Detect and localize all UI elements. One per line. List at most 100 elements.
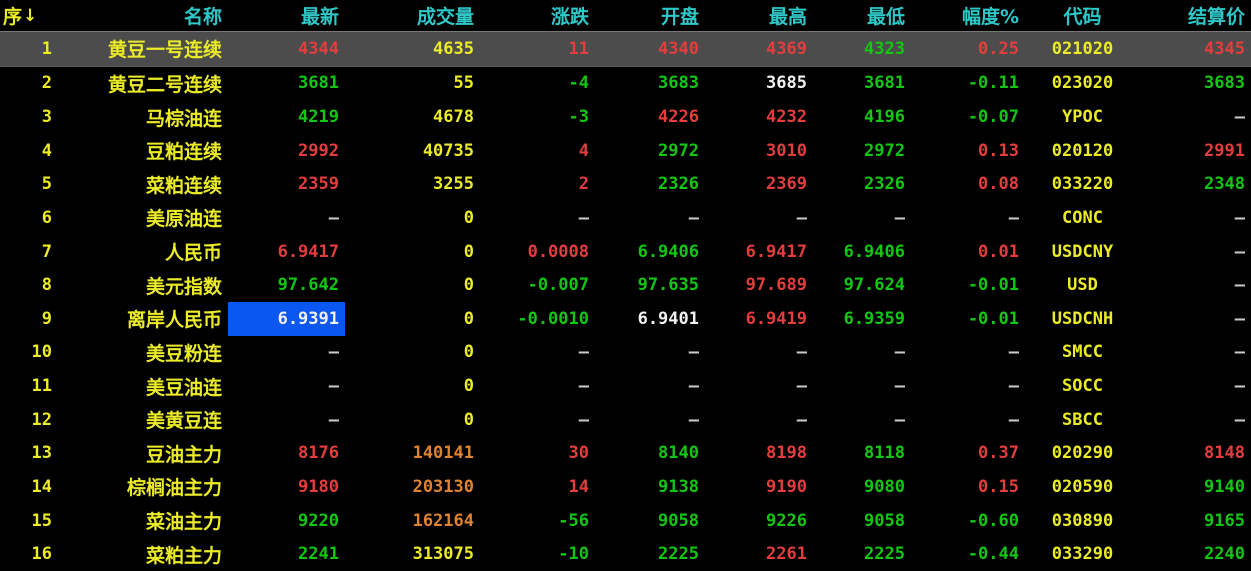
cell-low[interactable]: —: [894, 376, 905, 397]
cell-vol[interactable]: 0: [463, 376, 474, 397]
cell-settle[interactable]: —: [1234, 107, 1245, 128]
cell-settle[interactable]: 8148: [1204, 443, 1245, 464]
cell-code[interactable]: CONC: [1062, 207, 1103, 228]
col-header-high[interactable]: 最高: [705, 2, 813, 29]
cell-low[interactable]: 6.9359: [843, 308, 905, 329]
cell-high[interactable]: 6.9417: [745, 241, 807, 262]
cell-chg[interactable]: —: [578, 207, 589, 228]
cell-seq[interactable]: 13: [31, 443, 52, 464]
cell-settle[interactable]: 2991: [1204, 140, 1245, 161]
cell-amp[interactable]: -0.60: [967, 510, 1019, 531]
cell-high[interactable]: —: [796, 376, 807, 397]
cell-vol[interactable]: 0: [463, 308, 474, 329]
cell-settle[interactable]: 2240: [1204, 544, 1245, 565]
cell-amp[interactable]: 0.13: [978, 140, 1019, 161]
table-row[interactable]: 12 美黄豆连 — 0 — — — — — SBCC —: [0, 403, 1251, 437]
cell-chg[interactable]: —: [578, 376, 589, 397]
cell-high[interactable]: 6.9419: [745, 308, 807, 329]
col-header-name[interactable]: 名称: [58, 2, 228, 29]
cell-last[interactable]: —: [328, 409, 339, 430]
cell-amp[interactable]: —: [1008, 409, 1019, 430]
cell-seq[interactable]: 10: [31, 342, 52, 363]
cell-seq[interactable]: 16: [31, 544, 52, 565]
cell-open[interactable]: 8140: [658, 443, 699, 464]
cell-chg[interactable]: 4: [578, 140, 589, 161]
table-row[interactable]: 16 菜粕主力 2241 313075 -10 2225 2261 2225 -0.44 0332…: [0, 537, 1251, 571]
cell-chg[interactable]: 2: [578, 174, 589, 195]
cell-vol[interactable]: 140141: [412, 443, 474, 464]
cell-open[interactable]: 9058: [658, 510, 699, 531]
cell-chg[interactable]: 0.0008: [527, 241, 589, 262]
cell-name[interactable]: 马棕油连: [145, 107, 222, 130]
cell-seq[interactable]: 14: [31, 476, 52, 497]
cell-settle[interactable]: 3683: [1204, 73, 1245, 94]
cell-last[interactable]: —: [328, 207, 339, 228]
cell-code[interactable]: YPOC: [1062, 107, 1103, 128]
cell-seq[interactable]: 12: [31, 409, 52, 430]
cell-chg[interactable]: 11: [568, 38, 589, 59]
cell-open[interactable]: —: [688, 207, 699, 228]
cell-open[interactable]: 9138: [658, 476, 699, 497]
cell-chg[interactable]: -0.007: [527, 275, 589, 296]
cell-open[interactable]: 2326: [658, 174, 699, 195]
cell-chg[interactable]: -0.0010: [517, 308, 589, 329]
cell-vol[interactable]: 0: [463, 275, 474, 296]
cell-open[interactable]: 6.9406: [637, 241, 699, 262]
cell-low[interactable]: 9080: [864, 476, 905, 497]
cell-code[interactable]: SMCC: [1062, 342, 1103, 363]
cell-chg[interactable]: —: [578, 409, 589, 430]
cell-high[interactable]: 2369: [766, 174, 807, 195]
cell-settle[interactable]: 2348: [1204, 174, 1245, 195]
cell-high[interactable]: 2261: [766, 544, 807, 565]
col-header-amp[interactable]: 幅度%: [911, 2, 1025, 29]
cell-seq[interactable]: 1: [41, 38, 52, 59]
cell-vol[interactable]: 0: [463, 207, 474, 228]
cell-high[interactable]: 3685: [766, 73, 807, 94]
cell-vol[interactable]: 0: [463, 342, 474, 363]
cell-code[interactable]: SBCC: [1062, 409, 1103, 430]
cell-amp[interactable]: -0.01: [967, 275, 1019, 296]
cell-vol[interactable]: 3255: [433, 174, 474, 195]
cell-low[interactable]: —: [894, 409, 905, 430]
col-header-settle[interactable]: 结算价: [1140, 2, 1251, 29]
cell-name[interactable]: 菜粕主力: [145, 544, 222, 567]
cell-amp[interactable]: —: [1008, 207, 1019, 228]
table-row[interactable]: 2 黄豆二号连续 3681 55 -4 3683 3685 3681 -0.11 023020 36…: [0, 67, 1251, 101]
cell-settle[interactable]: 9140: [1204, 476, 1245, 497]
cell-low[interactable]: 3681: [864, 73, 905, 94]
cell-code[interactable]: USDCNY: [1051, 241, 1114, 262]
col-header-chg[interactable]: 涨跌: [480, 2, 595, 29]
cell-low[interactable]: 2972: [864, 140, 905, 161]
cell-vol[interactable]: 4635: [433, 38, 474, 59]
cell-seq[interactable]: 2: [41, 73, 52, 94]
cell-seq[interactable]: 8: [41, 275, 52, 296]
cell-last[interactable]: 97.642: [277, 275, 339, 296]
table-row[interactable]: 10 美豆粉连 — 0 — — — — — SMCC —: [0, 336, 1251, 370]
cell-seq[interactable]: 3: [41, 107, 52, 128]
cell-last[interactable]: 4344: [298, 38, 339, 59]
cell-settle[interactable]: —: [1234, 409, 1245, 430]
table-row[interactable]: 15 菜油主力 9220 162164 -56 9058 9226 9058 -0.60 0308…: [0, 504, 1251, 538]
cell-vol[interactable]: 313075: [412, 544, 474, 565]
cell-low[interactable]: 97.624: [843, 275, 905, 296]
cell-settle[interactable]: —: [1234, 241, 1245, 262]
cell-open[interactable]: —: [688, 376, 699, 397]
cell-seq[interactable]: 7: [41, 241, 52, 262]
cell-chg[interactable]: -10: [558, 544, 589, 565]
cell-amp[interactable]: 0.01: [978, 241, 1019, 262]
cell-name[interactable]: 美元指数: [145, 275, 222, 298]
cell-name[interactable]: 离岸人民币: [126, 309, 222, 332]
cell-high[interactable]: 9226: [766, 510, 807, 531]
table-row[interactable]: 4 豆粕连续 2992 40735 4 2972 3010 2972 0.13 020120 299…: [0, 134, 1251, 168]
cell-vol[interactable]: 0: [463, 241, 474, 262]
cell-seq[interactable]: 15: [31, 510, 52, 531]
cell-vol[interactable]: 40735: [422, 140, 474, 161]
cell-name[interactable]: 美豆油连: [145, 376, 222, 399]
cell-name[interactable]: 豆粕连续: [145, 141, 222, 164]
cell-vol[interactable]: 4678: [433, 107, 474, 128]
cell-code[interactable]: 030890: [1051, 510, 1114, 531]
table-row[interactable]: 1 黄豆一号连续 4344 4635 11 4340 4369 4323 0.25 021020 4…: [0, 31, 1251, 67]
cell-amp[interactable]: -0.44: [967, 544, 1019, 565]
cell-amp[interactable]: —: [1008, 376, 1019, 397]
cell-code[interactable]: 023020: [1051, 73, 1114, 94]
